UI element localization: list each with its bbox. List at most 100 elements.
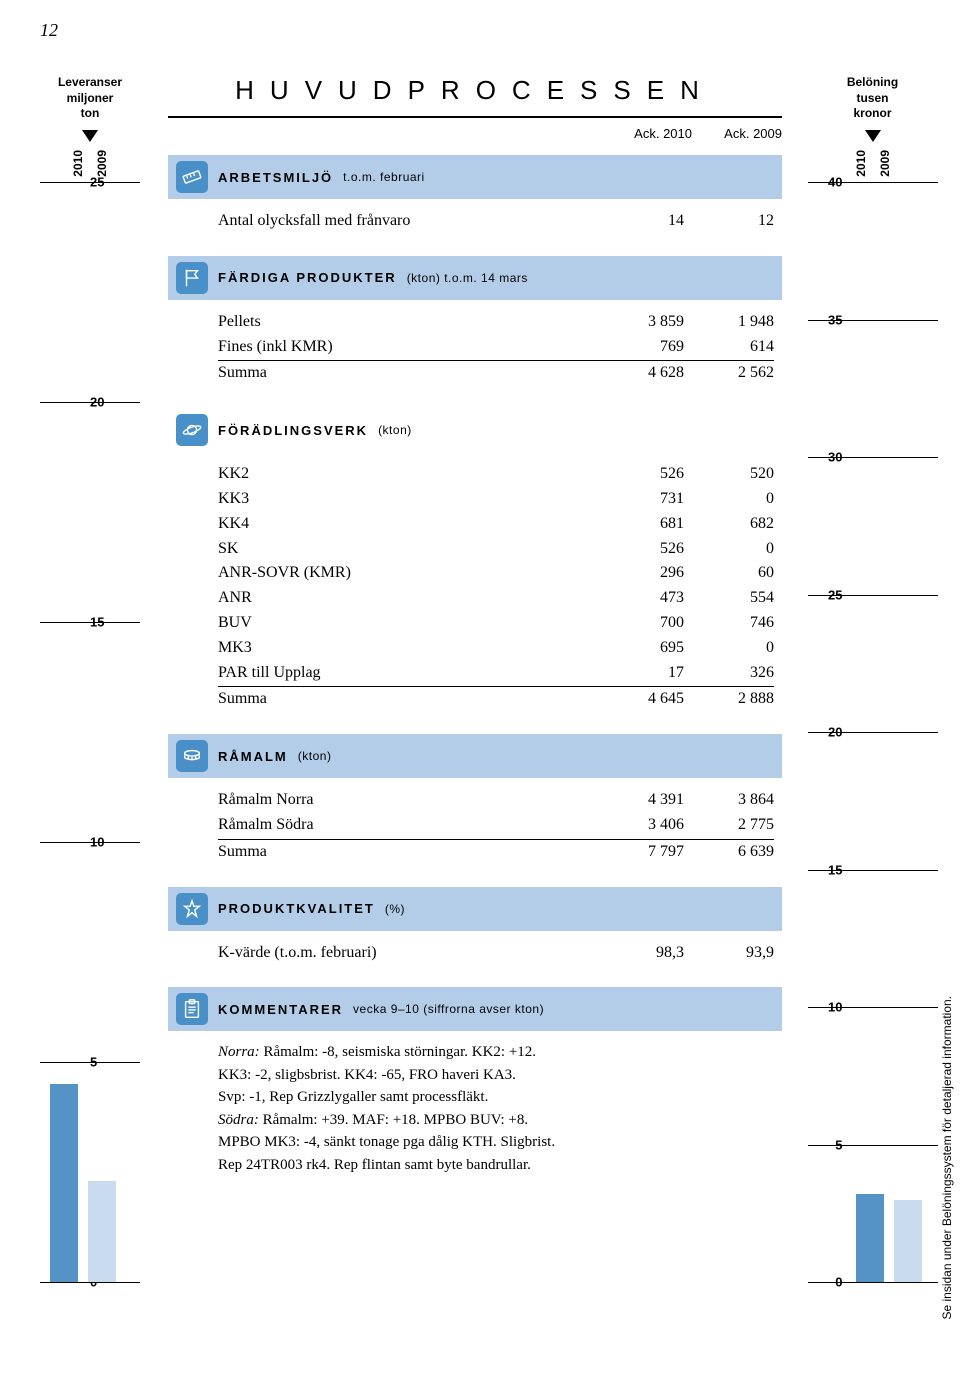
center-column: HUVUDPROCESSEN Ack. 2010 Ack. 2009 ARBET… xyxy=(163,75,787,1282)
axis-tick xyxy=(808,182,938,183)
row-value-2009: 6 639 xyxy=(684,840,774,865)
section-subtitle: t.o.m. februari xyxy=(343,170,425,184)
axis-tick-label: 5 xyxy=(90,1055,97,1070)
data-row: ANR473554 xyxy=(218,586,774,611)
row-value-2009: 1 948 xyxy=(684,310,774,335)
row-label: SK xyxy=(218,537,594,562)
left-year-labels: 2010 2009 xyxy=(25,150,155,177)
row-label: Summa xyxy=(218,840,594,865)
row-label: Pellets xyxy=(218,310,594,335)
left-axis-column: Leveranser miljoner ton 2010 2009 051015… xyxy=(25,75,155,1282)
ruler-icon xyxy=(176,161,208,193)
row-value-2010: 4 628 xyxy=(594,361,684,386)
data-row: BUV700746 xyxy=(218,611,774,636)
data-row: ANR-SOVR (KMR)29660 xyxy=(218,561,774,586)
axis-tick-label: 15 xyxy=(90,615,104,630)
triangle-down-icon xyxy=(82,130,98,142)
data-row: KK2526520 xyxy=(218,462,774,487)
ack-2010-label: Ack. 2010 xyxy=(602,126,692,141)
axis-tick xyxy=(808,320,938,321)
section-subtitle: vecka 9–10 (siffrorna avser kton) xyxy=(353,1002,544,1016)
section-title: RÅMALM xyxy=(218,749,288,764)
column-headers: Ack. 2010 Ack. 2009 xyxy=(168,126,782,141)
comment-text: MPBO MK3: -4, sänkt tonage pga dålig KTH… xyxy=(218,1131,774,1154)
axis-tick xyxy=(808,1145,938,1146)
section-header-fardiga: FÄRDIGA PRODUKTER (kton) t.o.m. 14 mars xyxy=(168,256,782,300)
page-container: Leveranser miljoner ton 2010 2009 051015… xyxy=(0,0,960,1302)
row-value-2009: 0 xyxy=(684,636,774,661)
section-subtitle: (kton) xyxy=(298,749,332,763)
flag-icon xyxy=(176,262,208,294)
axis-tick-label: 20 xyxy=(828,725,842,740)
axis-tick-label: 10 xyxy=(90,835,104,850)
comment-text: Råmalm: -8, seismiska störningar. KK2: +… xyxy=(260,1044,536,1060)
left-axis-title-line: ton xyxy=(25,106,155,122)
comments-body: Norra: Råmalm: -8, seismiska störningar.… xyxy=(168,1031,782,1180)
main-title: HUVUDPROCESSEN xyxy=(168,75,782,118)
row-label: PAR till Upplag xyxy=(218,661,594,688)
section-title: ARBETSMILJÖ xyxy=(218,170,333,185)
comment-text: Svp: -1, Rep Grizzlygaller samt processf… xyxy=(218,1086,774,1109)
axis-tick-label: 35 xyxy=(828,312,842,327)
right-axis-title-line: Belöning xyxy=(795,75,950,91)
comment-sodra-label: Södra: xyxy=(218,1112,259,1128)
row-label: Råmalm Södra xyxy=(218,813,594,840)
row-value-2009: 12 xyxy=(684,209,774,234)
section-subtitle: (kton) t.o.m. 14 mars xyxy=(407,271,528,285)
data-row: Råmalm Södra3 4062 775 xyxy=(218,813,774,840)
row-value-2009: 60 xyxy=(684,561,774,586)
section-subtitle: (kton) xyxy=(378,423,412,437)
row-value-2010: 7 797 xyxy=(594,840,684,865)
axis-tick-label: 5 xyxy=(835,1137,842,1152)
row-label: ANR-SOVR (KMR) xyxy=(218,561,594,586)
row-value-2009: 0 xyxy=(684,487,774,512)
year-label-2009: 2009 xyxy=(95,150,109,177)
data-row: KK4681682 xyxy=(218,512,774,537)
data-row: Summa4 6452 888 xyxy=(218,687,774,712)
axis-tick xyxy=(808,870,938,871)
row-value-2010: 473 xyxy=(594,586,684,611)
row-label: Summa xyxy=(218,361,594,386)
year-label-2010: 2010 xyxy=(71,150,85,177)
axis-tick-label: 10 xyxy=(828,1000,842,1015)
bar-2009 xyxy=(894,1200,922,1283)
axis-tick-label: 30 xyxy=(828,450,842,465)
triangle-down-icon xyxy=(865,130,881,142)
section-title: FÄRDIGA PRODUKTER xyxy=(218,270,397,285)
data-row: K-värde (t.o.m. februari)98,393,9 xyxy=(218,941,774,966)
right-axis-title-line: tusen xyxy=(795,91,950,107)
left-axis-title-line: miljoner xyxy=(25,91,155,107)
right-axis-title-line: kronor xyxy=(795,106,950,122)
row-label: ANR xyxy=(218,586,594,611)
comment-text: Råmalm: +39. MAF: +18. MPBO BUV: +8. xyxy=(259,1112,528,1128)
data-row: Summa7 7976 639 xyxy=(218,840,774,865)
section-title: PRODUKTKVALITET xyxy=(218,901,375,916)
section-header-arbetsmiljo: ARBETSMILJÖ t.o.m. februari xyxy=(168,155,782,199)
data-row: Fines (inkl KMR)769614 xyxy=(218,335,774,362)
planet-icon xyxy=(176,414,208,446)
right-year-labels: 2010 2009 xyxy=(795,150,950,177)
section-title: KOMMENTARER xyxy=(218,1002,343,1017)
row-label: Råmalm Norra xyxy=(218,788,594,813)
right-chart: 0510152025303540 xyxy=(808,182,938,1282)
data-row: KK37310 xyxy=(218,487,774,512)
row-value-2010: 3 406 xyxy=(594,813,684,840)
clipboard-icon xyxy=(176,993,208,1025)
row-value-2009: 682 xyxy=(684,512,774,537)
row-value-2009: 746 xyxy=(684,611,774,636)
row-label: Summa xyxy=(218,687,594,712)
data-rows: Pellets3 8591 948Fines (inkl KMR)769614S… xyxy=(168,300,782,390)
data-rows: K-värde (t.o.m. februari)98,393,9 xyxy=(168,931,782,970)
row-label: Fines (inkl KMR) xyxy=(218,335,594,362)
section-header-kommentarer: KOMMENTARER vecka 9–10 (siffrorna avser … xyxy=(168,987,782,1031)
row-value-2010: 14 xyxy=(594,209,684,234)
section-title: FÖRÄDLINGSVERK xyxy=(218,423,368,438)
data-rows: Råmalm Norra4 3913 864Råmalm Södra3 4062… xyxy=(168,778,782,868)
row-value-2009: 614 xyxy=(684,335,774,362)
side-note: Se insidan under Belöningssystem för det… xyxy=(940,996,954,1320)
row-value-2009: 3 864 xyxy=(684,788,774,813)
row-value-2009: 520 xyxy=(684,462,774,487)
row-value-2009: 2 562 xyxy=(684,361,774,386)
row-label: KK2 xyxy=(218,462,594,487)
section-header-foradling: FÖRÄDLINGSVERK (kton) xyxy=(168,408,782,452)
